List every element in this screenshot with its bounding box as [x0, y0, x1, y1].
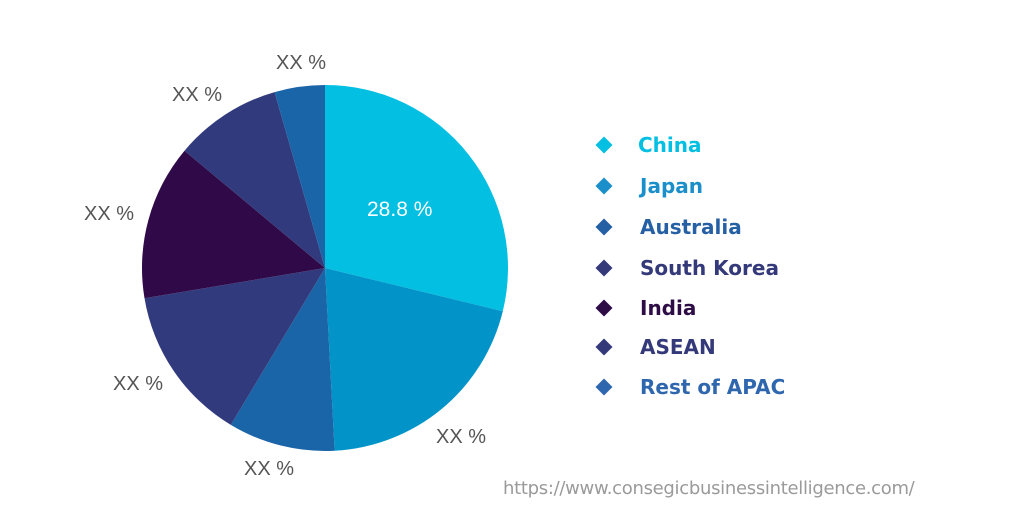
label-japan-value: XX %	[436, 426, 487, 448]
legend-item-south-korea[interactable]: South Korea	[595, 255, 779, 281]
label-china-value: 28.8 %	[367, 198, 433, 221]
slice-china[interactable]	[325, 85, 508, 312]
legend-label: China	[638, 133, 702, 157]
legend-item-rest-of-apac[interactable]: Rest of APAC	[595, 374, 785, 400]
slice-india[interactable]	[141, 150, 325, 299]
slice-asean[interactable]	[184, 92, 326, 268]
legend-label: Rest of APAC	[640, 375, 786, 399]
legend-label: South Korea	[640, 256, 779, 280]
slice-rest-of-apac[interactable]	[274, 85, 325, 268]
diamond-marker-icon	[595, 259, 613, 277]
diamond-marker-icon	[595, 136, 613, 154]
slice-australia[interactable]	[230, 268, 335, 451]
slice-south-korea[interactable]	[144, 268, 326, 425]
legend-item-china[interactable]: China	[595, 132, 702, 158]
label-rest-of-apac-value: XX %	[276, 52, 327, 74]
legend-label: India	[640, 296, 697, 320]
legend-label: Japan	[640, 174, 703, 198]
label-india-value: XX %	[84, 203, 135, 225]
legend-item-asean[interactable]: ASEAN	[595, 334, 716, 360]
label-australia-value: XX %	[244, 458, 295, 480]
label-asean-value: XX %	[172, 84, 223, 106]
legend-label: Australia	[640, 215, 742, 239]
pie-slices	[141, 85, 508, 451]
diamond-marker-icon	[595, 299, 613, 317]
legend-item-japan[interactable]: Japan	[595, 173, 703, 199]
legend-item-india[interactable]: India	[595, 295, 696, 321]
diamond-marker-icon	[595, 177, 613, 195]
legend-item-australia[interactable]: Australia	[595, 214, 742, 240]
slice-japan[interactable]	[325, 268, 503, 451]
label-south-korea-value: XX %	[113, 373, 164, 395]
diamond-marker-icon	[595, 338, 613, 356]
diamond-marker-icon	[595, 378, 613, 396]
diamond-marker-icon	[595, 218, 613, 236]
source-url: https://www.consegicbusinessintelligence…	[503, 478, 915, 499]
legend-label: ASEAN	[640, 335, 716, 359]
